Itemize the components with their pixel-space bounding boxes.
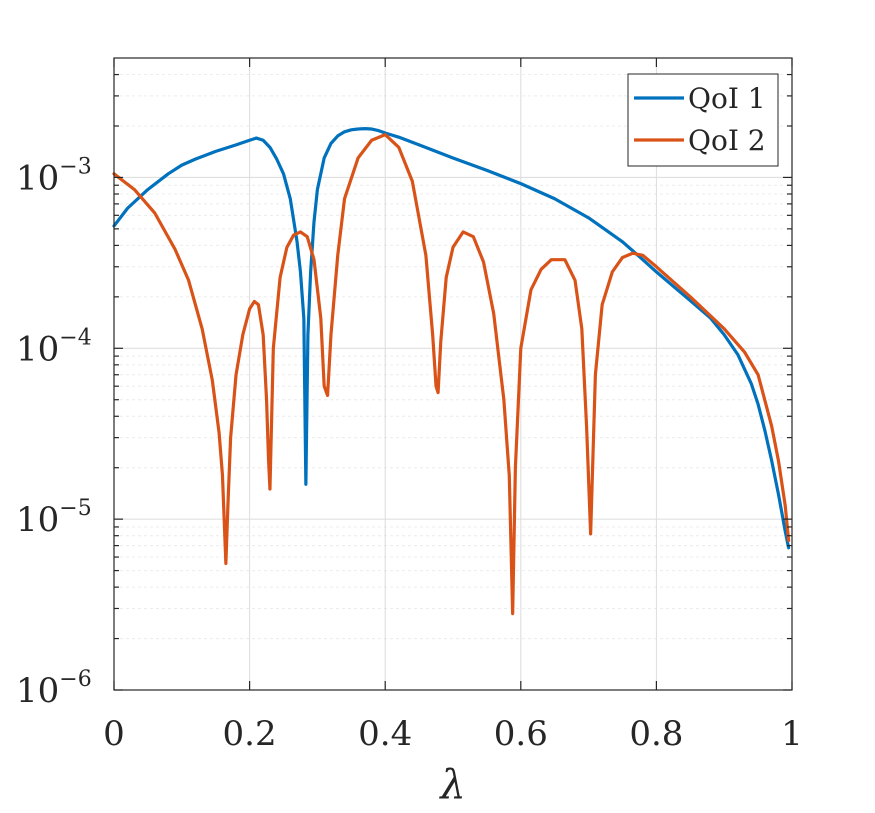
x-tick-label: 1 [781,714,803,754]
x-tick-label: 0.2 [223,714,277,754]
y-tick-label: 10−3 [16,154,92,198]
y-tick-label: 10−6 [16,667,92,711]
x-tick-label: 0 [103,714,125,754]
x-tick-label: 0.8 [629,714,683,754]
x-tick-label: 0.6 [494,714,548,754]
legend-box [627,73,779,167]
plot-frame [113,57,793,691]
x-axis-ticks: 0 0.2 0.4 0.6 0.8 1 [103,714,803,754]
x-tick-label: 0.4 [358,714,412,754]
series-line-2 [112,133,791,616]
axes [113,57,793,691]
legend-label-1: QoI 1 [688,82,766,115]
legend-label-2: QoI 2 [688,124,766,157]
series-layer [112,127,791,616]
y-axis-ticks: 10−6 10−5 10−4 10−3 [16,154,92,711]
y-tick-label: 10−5 [16,496,92,540]
x-axis-title: λ [438,762,465,808]
legend: QoI 1 QoI 2 [627,73,779,167]
series-line-1 [112,127,791,550]
y-tick-label: 10−4 [16,325,92,369]
